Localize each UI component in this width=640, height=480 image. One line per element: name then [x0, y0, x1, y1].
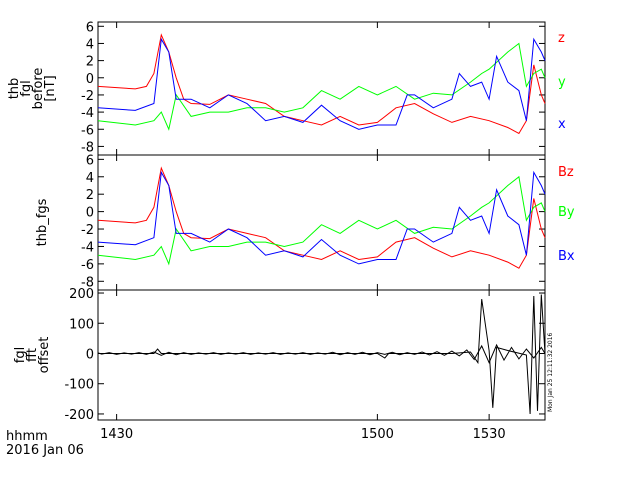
panel-2: 6 4 2 0 -2 -4 -6 -8 thb_fgs Bz By Bx [35, 153, 575, 291]
y-tick-label: -6 [81, 258, 94, 273]
legend-Bz: Bz [558, 165, 574, 180]
x-tick-label: 1500 [361, 427, 394, 442]
y-tick-label: -4 [81, 240, 94, 255]
x-tick-label: 1430 [100, 427, 133, 442]
series-line-z [97, 33, 546, 135]
y-tick-label: -4 [81, 106, 94, 121]
y-tick-label: -100 [64, 378, 94, 393]
y-tick-label: 6 [86, 20, 94, 35]
y-tick-label: -8 [81, 140, 94, 155]
series-line [97, 343, 546, 364]
y-tick-label: 2 [86, 188, 94, 203]
panels: 6420-2-4-6-8thbfglbefore[nT]zyx6420-2-4-… [7, 20, 575, 442]
y-tick-label: -8 [81, 275, 94, 290]
y-axis-label: [nT] [43, 75, 58, 101]
y-axis-label: fgl [13, 347, 28, 363]
legend-y: y [558, 75, 566, 90]
y-tick-label: -6 [81, 123, 94, 138]
y-tick-label: 100 [69, 317, 94, 332]
y-axis-label: thb_fgs [35, 198, 50, 246]
panel-frame [97, 21, 546, 156]
y-tick-label: -2 [81, 89, 94, 104]
footer-time-format: hhmm [6, 429, 48, 444]
y-axis-label: offset [37, 337, 52, 374]
footer-date: 2016 Jan 06 [6, 443, 84, 458]
y-tick-label: 0 [86, 206, 94, 221]
y-tick-label: 200 [69, 287, 94, 302]
y-tick-label: 6 [86, 153, 94, 168]
y-tick-label: -2 [81, 223, 94, 238]
legend-By: By [558, 205, 575, 220]
panel-frame [97, 289, 546, 421]
series-line-Bz [97, 166, 546, 269]
x-tick-label: 1530 [473, 427, 506, 442]
y-tick-label: 4 [86, 171, 94, 186]
series-line-x [97, 37, 546, 130]
series-line-By [97, 175, 546, 266]
y-tick-label: -200 [64, 408, 94, 423]
timestamp-label: Mon Jan 25 12:11:32 2016 [547, 332, 554, 412]
y-axis-label: fgl [19, 80, 34, 96]
y-axis-label: fft [25, 348, 40, 362]
legend-z: z [558, 31, 565, 46]
panel-frame [97, 154, 546, 291]
y-axis-label: thb [7, 78, 22, 100]
series-line-y [97, 42, 546, 131]
legend-x: x [558, 117, 566, 132]
legend-Bx: Bx [558, 249, 575, 264]
series-line-Bx [97, 170, 546, 265]
y-tick-label: 4 [86, 37, 94, 52]
y-tick-label: 2 [86, 55, 94, 70]
y-tick-label: 0 [86, 72, 94, 87]
y-tick-label: 0 [86, 347, 94, 362]
y-axis-label: before [31, 68, 46, 110]
